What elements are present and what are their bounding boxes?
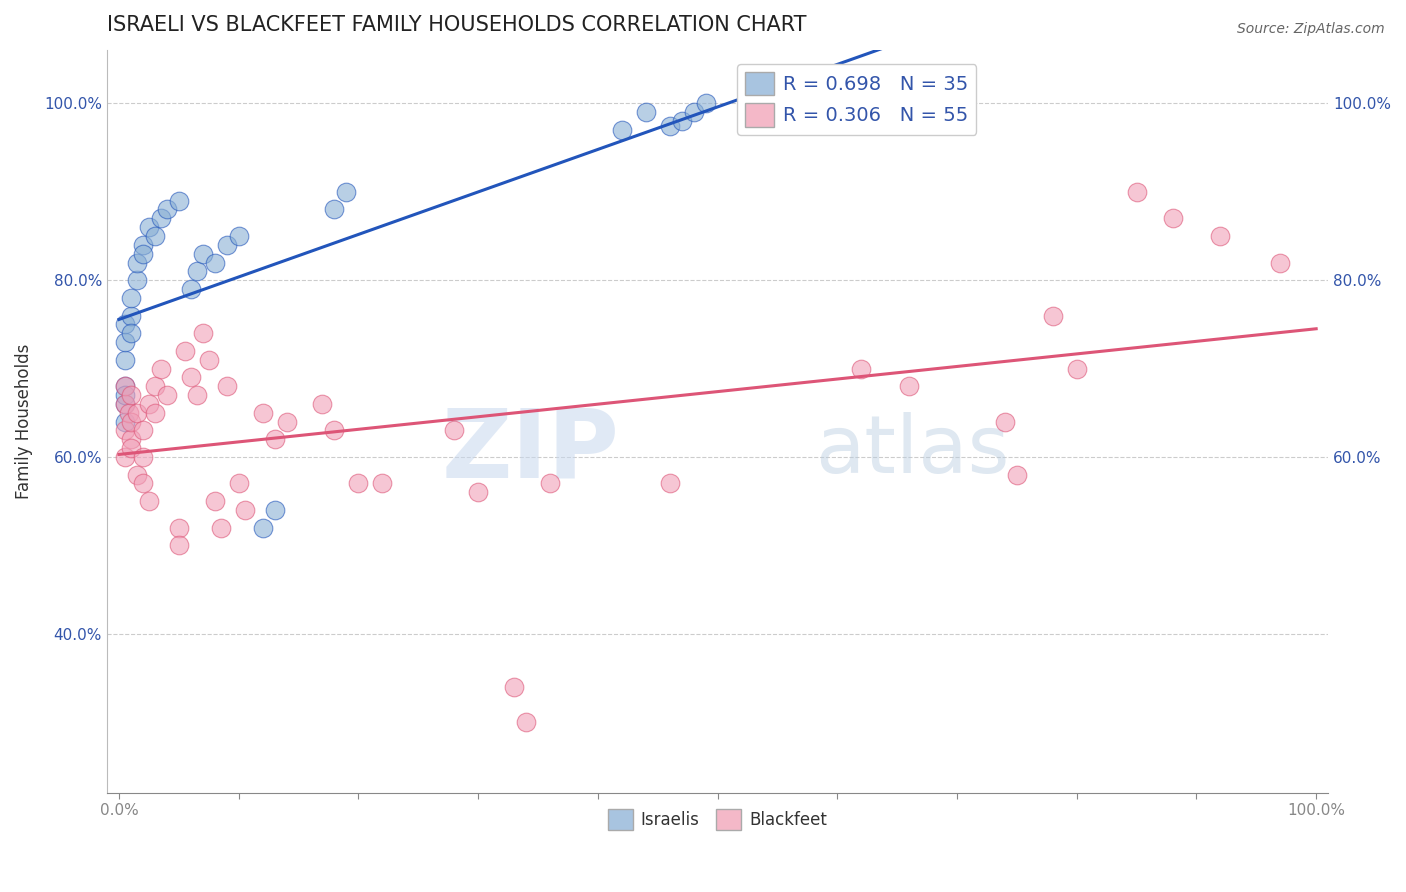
- Point: [252, 406, 274, 420]
- Point: [204, 255, 226, 269]
- Point: [114, 397, 136, 411]
- Text: Source: ZipAtlas.com: Source: ZipAtlas.com: [1237, 22, 1385, 37]
- Point: [209, 520, 232, 534]
- Point: [138, 220, 160, 235]
- Point: [167, 194, 190, 208]
- Point: [311, 397, 333, 411]
- Point: [682, 105, 704, 120]
- Point: [186, 388, 208, 402]
- Point: [180, 370, 202, 384]
- Point: [695, 96, 717, 111]
- Point: [228, 476, 250, 491]
- Point: [132, 237, 155, 252]
- Point: [132, 476, 155, 491]
- Point: [125, 467, 148, 482]
- Point: [167, 538, 190, 552]
- Point: [120, 432, 142, 446]
- Legend: Israelis, Blackfeet: Israelis, Blackfeet: [600, 803, 834, 837]
- Point: [186, 264, 208, 278]
- Point: [156, 388, 179, 402]
- Point: [658, 119, 681, 133]
- Point: [156, 202, 179, 217]
- Text: atlas: atlas: [815, 412, 1010, 491]
- Point: [117, 406, 139, 420]
- Point: [143, 406, 166, 420]
- Point: [851, 361, 873, 376]
- Point: [167, 520, 190, 534]
- Point: [1066, 361, 1088, 376]
- Point: [114, 415, 136, 429]
- Point: [263, 432, 285, 446]
- Point: [1209, 229, 1232, 244]
- Point: [323, 423, 346, 437]
- Point: [120, 291, 142, 305]
- Point: [114, 450, 136, 464]
- Point: [114, 423, 136, 437]
- Point: [538, 476, 561, 491]
- Point: [323, 202, 346, 217]
- Point: [994, 415, 1017, 429]
- Point: [347, 476, 370, 491]
- Point: [125, 255, 148, 269]
- Point: [125, 406, 148, 420]
- Point: [173, 343, 195, 358]
- Point: [610, 123, 633, 137]
- Point: [143, 229, 166, 244]
- Point: [443, 423, 465, 437]
- Point: [263, 503, 285, 517]
- Point: [114, 379, 136, 393]
- Point: [114, 318, 136, 332]
- Point: [1161, 211, 1184, 226]
- Point: [149, 211, 172, 226]
- Point: [215, 379, 238, 393]
- Point: [120, 415, 142, 429]
- Point: [114, 388, 136, 402]
- Point: [191, 246, 214, 260]
- Point: [120, 326, 142, 341]
- Point: [634, 105, 657, 120]
- Point: [120, 309, 142, 323]
- Point: [120, 388, 142, 402]
- Text: ZIP: ZIP: [441, 405, 620, 498]
- Point: [143, 379, 166, 393]
- Point: [204, 494, 226, 508]
- Point: [1125, 185, 1147, 199]
- Point: [233, 503, 256, 517]
- Point: [149, 361, 172, 376]
- Point: [197, 352, 219, 367]
- Point: [1042, 309, 1064, 323]
- Point: [671, 114, 693, 128]
- Point: [132, 423, 155, 437]
- Point: [125, 273, 148, 287]
- Point: [252, 520, 274, 534]
- Point: [658, 476, 681, 491]
- Point: [1270, 255, 1292, 269]
- Point: [114, 397, 136, 411]
- Point: [132, 246, 155, 260]
- Point: [132, 450, 155, 464]
- Point: [114, 379, 136, 393]
- Point: [138, 397, 160, 411]
- Point: [276, 415, 298, 429]
- Point: [503, 680, 526, 694]
- Point: [215, 237, 238, 252]
- Point: [138, 494, 160, 508]
- Point: [228, 229, 250, 244]
- Point: [515, 714, 537, 729]
- Point: [1005, 467, 1028, 482]
- Point: [191, 326, 214, 341]
- Point: [371, 476, 394, 491]
- Point: [180, 282, 202, 296]
- Point: [120, 441, 142, 455]
- Point: [114, 352, 136, 367]
- Text: ISRAELI VS BLACKFEET FAMILY HOUSEHOLDS CORRELATION CHART: ISRAELI VS BLACKFEET FAMILY HOUSEHOLDS C…: [107, 15, 807, 35]
- Point: [467, 485, 489, 500]
- Point: [335, 185, 357, 199]
- Y-axis label: Family Households: Family Households: [15, 343, 32, 500]
- Point: [898, 379, 921, 393]
- Point: [114, 334, 136, 349]
